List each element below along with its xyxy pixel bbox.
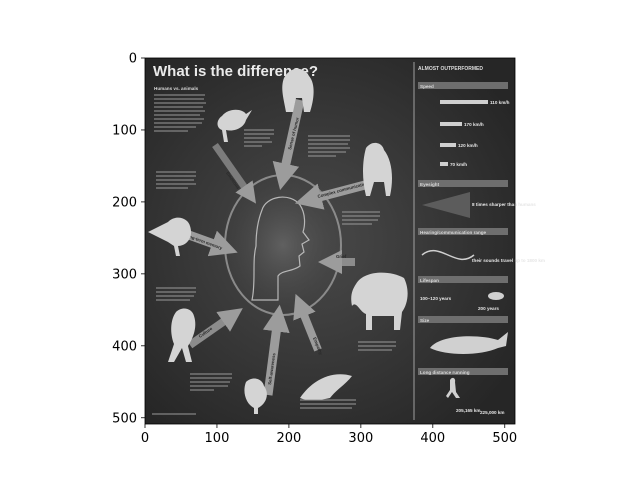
x-tick-label: 200 [276,431,301,446]
section-hearing: Hearing/communication range [420,230,487,235]
tortoise-shape [488,292,504,300]
arrow-upper-left [212,142,257,204]
arrow-culture [187,308,243,349]
speed-bar-3 [440,143,456,147]
section-bar-size [418,316,508,323]
section-bar-hearing [418,228,508,235]
speed-bar-4 [440,162,448,166]
runner-silhouette [446,377,460,398]
speed-value-3: 120 km/h [458,143,478,148]
monkey-silhouette [168,308,196,362]
paragraph-blocks [152,129,396,415]
x-tick-label: 300 [348,431,373,446]
section-bar-lifespan [418,276,508,283]
lifespan-value-1: 100–120 years [420,296,452,301]
running-value-1: 205,165 km [456,408,481,413]
y-tick-label: 200 [112,195,137,210]
x-tick-label: 500 [492,431,517,446]
section-bar-running [418,368,508,375]
intro-text-block [154,94,206,132]
y-tick-label: 400 [112,339,137,354]
section-size: Size [420,318,430,323]
x-tick-label: 400 [420,431,445,446]
y-tick-label: 300 [112,267,137,282]
running-value-2: 225,000 km [480,410,505,415]
y-axis: 0 100 200 300 400 500 [112,52,145,426]
arrow-self-awareness [262,304,290,396]
animal-silhouettes [148,68,408,414]
eyesight-value: 8 times sharper than humans [472,202,536,207]
speed-value-4: 70 km/h [450,162,467,167]
x-tick-label: 0 [141,431,149,446]
intro-heading: Humans vs. animals [154,86,199,91]
infographic-title: What is the difference? [153,63,318,80]
infographic-image: What is the difference? Humans vs. anima… [145,58,545,424]
section-bar-eyesight [418,180,508,187]
y-tick-label: 100 [112,123,137,138]
magpie-silhouette [244,378,267,414]
elephant-silhouette [351,272,408,330]
dolphin-silhouette [300,374,352,401]
gorilla-silhouette [282,68,314,112]
axes-frame [144,57,516,425]
y-tick-label: 0 [129,52,137,67]
bird-top-left-silhouette [217,109,252,142]
eyesight-cone [422,192,470,218]
speed-bar-1 [440,100,488,104]
arrow-label-self-awareness: Self-awareness [267,352,276,385]
hearing-wave [421,249,475,261]
panel-header: ALMOST OUTPERFORMED [418,66,483,72]
arrow-sense-of-humor [272,99,305,191]
parrot-silhouette [148,217,192,256]
arrow-empathy [293,293,322,352]
speed-value-2: 170 km/h [464,122,484,127]
lifespan-value-2: 200 years [478,306,499,311]
center-glow [213,163,353,327]
speed-value-1: 110 km/h [490,100,510,105]
arrow-label-empathy: Empathy [312,337,324,357]
x-axis: 0 100 200 300 400 500 [141,424,517,446]
chimpanzee-silhouette [363,142,392,196]
side-panel: ALMOST OUTPERFORMED Speed 110 km/h 170 k… [413,62,545,420]
section-running: Long distance running [420,370,470,375]
y-tick-label: 500 [112,411,137,426]
x-tick-label: 100 [205,431,230,446]
arrow-complex-communication [294,180,367,210]
section-speed: Speed [420,84,434,89]
section-eyesight: Eyesight [420,182,440,187]
section-bar-speed [418,82,508,89]
arrows [173,99,367,396]
whale-silhouette [430,332,508,354]
section-lifespan: Lifespan [420,278,439,283]
arrow-label-grief: Grief [336,254,347,259]
speed-bar-2 [440,122,462,126]
hearing-value: their sounds travel up to 1800 km [472,258,545,263]
